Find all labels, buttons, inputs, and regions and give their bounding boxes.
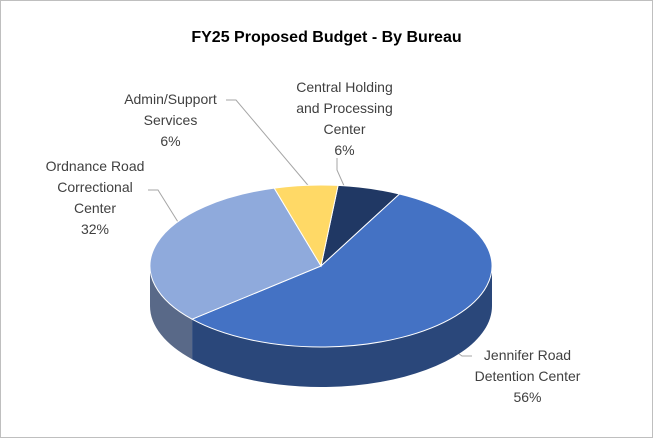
slice-name: Ordnance Road Correctional Center [45, 158, 145, 216]
slice-name: Central Holding and Processing Center [296, 79, 393, 137]
data-label: Ordnance Road Correctional Center 32% [40, 156, 150, 240]
slice-name: Admin/Support Services [124, 91, 217, 128]
slice-value: 32% [80, 221, 110, 237]
pie-side [192, 266, 492, 387]
leader-line [336, 158, 346, 189]
slice-name: Jennifer Road Detention Center [474, 347, 581, 384]
slice-value: 56% [513, 389, 542, 405]
data-label: Admin/Support Services 6% [118, 89, 223, 152]
data-label: Central Holding and Processing Center 6% [287, 77, 402, 161]
pie-side [150, 266, 193, 360]
leader-line [226, 99, 313, 191]
pie-slice [149, 187, 322, 320]
chart-title: FY25 Proposed Budget - By Bureau [191, 29, 462, 46]
pie-slice [273, 184, 339, 268]
slice-value: 6% [334, 142, 355, 158]
data-label: Jennifer Road Detention Center 56% [470, 345, 585, 408]
pie-top [149, 184, 493, 348]
pie-sides [150, 266, 492, 387]
leader-line [148, 189, 179, 223]
pie-slice [190, 193, 493, 348]
slice-value: 6% [160, 133, 181, 149]
